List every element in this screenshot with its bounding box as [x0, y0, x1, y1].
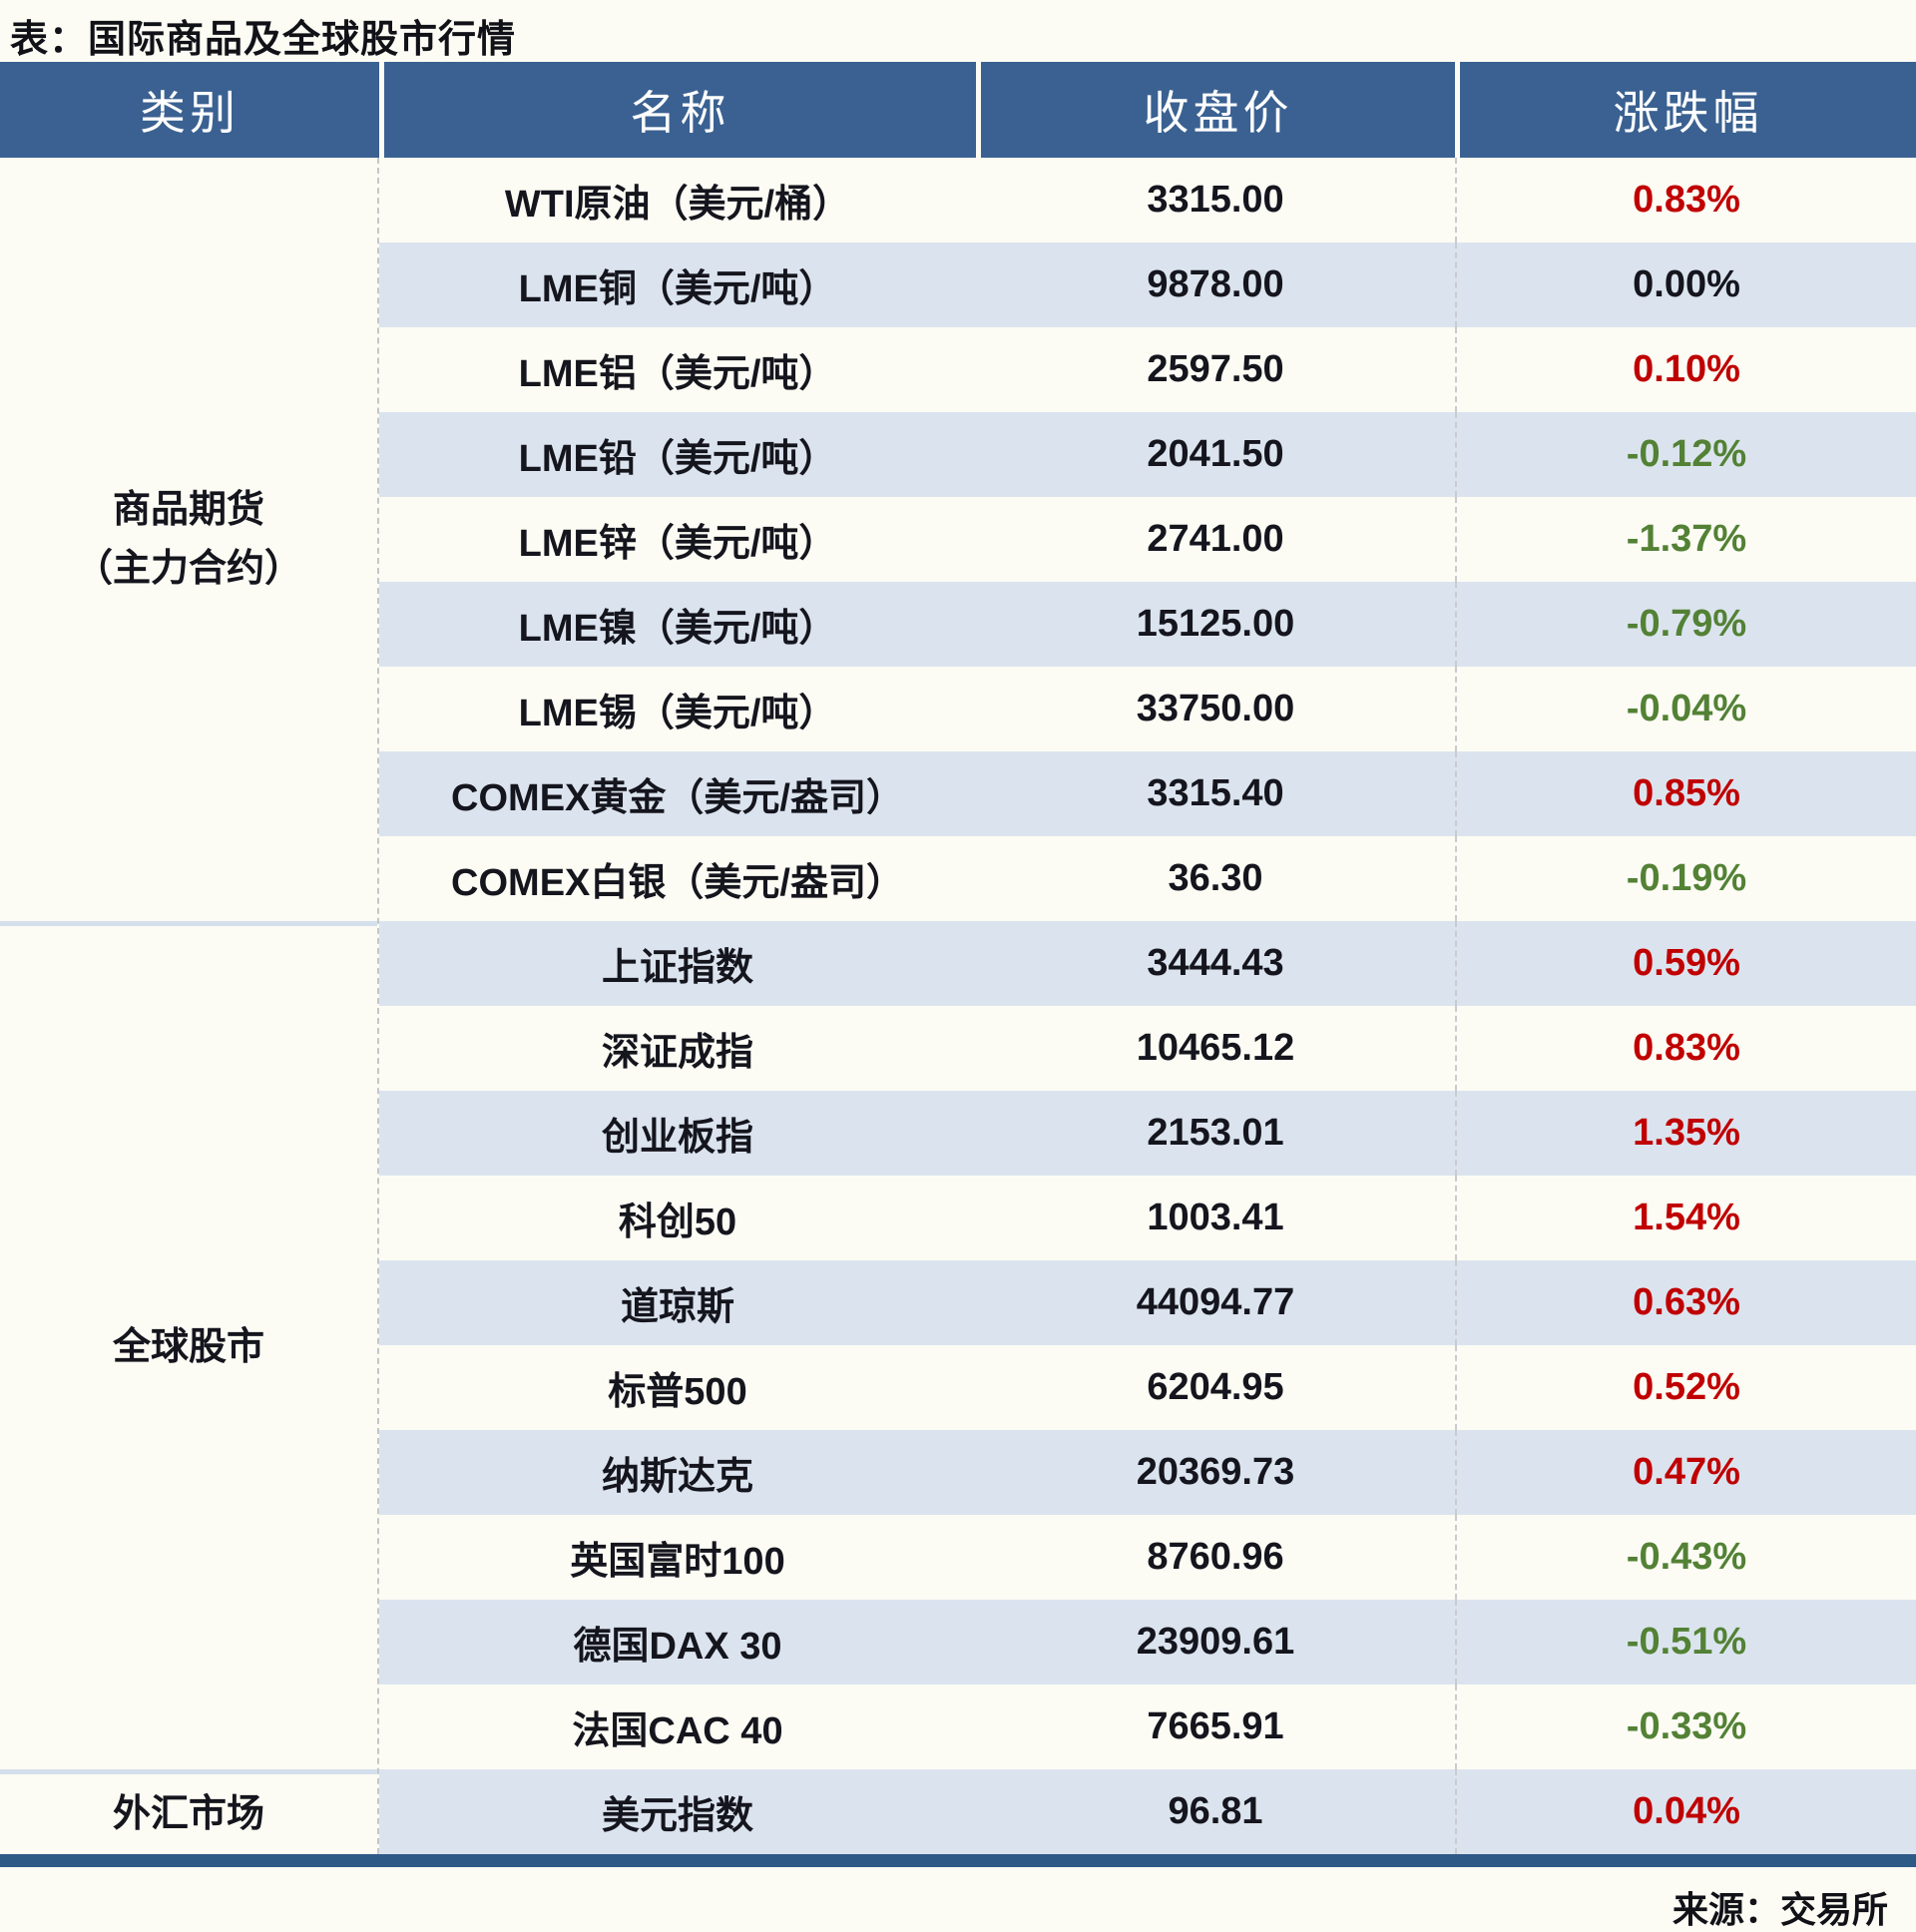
table-row: 深证成指 10465.12 0.83% — [379, 1006, 1916, 1091]
instrument-name: 深证成指 — [601, 1032, 753, 1074]
table-header: 类别 名称 收盘价 涨跌幅 — [0, 62, 1916, 158]
instrument-name: COMEX白银（美元/盎司） — [451, 862, 904, 904]
change-percent: 1.35% — [1455, 1091, 1916, 1176]
table-row: 创业板指 2153.01 1.35% — [379, 1091, 1916, 1176]
change-percent: 0.47% — [1455, 1430, 1916, 1515]
source-note: 来源：交易所 — [1672, 1889, 1888, 1930]
close-price: 9878.00 — [1147, 263, 1284, 305]
instrument-name: LME铜（美元/吨） — [518, 268, 837, 310]
table-row: LME铜（美元/吨） 9878.00 0.00% — [379, 242, 1916, 327]
header-category: 类别 — [140, 88, 240, 139]
change-percent: 0.04% — [1455, 1769, 1916, 1854]
category-label: （主力合约） — [74, 547, 302, 590]
table-row: COMEX黄金（美元/盎司） 3315.40 0.85% — [379, 751, 1916, 836]
close-price: 2153.01 — [1147, 1112, 1284, 1154]
change-percent: -0.79% — [1455, 582, 1916, 667]
close-price: 2741.00 — [1147, 518, 1284, 560]
instrument-name: 德国DAX 30 — [573, 1626, 782, 1668]
close-price: 3315.00 — [1147, 179, 1284, 221]
table-body: 商品期货 （主力合约） 全球股市外汇市场 WTI原油（美元/桶） 3315.00 0.8… — [0, 158, 1916, 1854]
page-title: 表：国际商品及全球股市行情 — [10, 19, 517, 61]
instrument-name: WTI原油（美元/桶） — [504, 184, 851, 226]
change-percent: -0.43% — [1455, 1515, 1916, 1600]
close-price: 2041.50 — [1147, 433, 1284, 475]
table-row: 科创50 1003.41 1.54% — [379, 1176, 1916, 1260]
category-label: 商品期货 — [112, 488, 264, 531]
close-price: 15125.00 — [1136, 603, 1295, 645]
table-bottom-border — [0, 1854, 1916, 1867]
close-price: 96.81 — [1168, 1790, 1263, 1832]
table-row: 英国富时100 8760.96 -0.43% — [379, 1515, 1916, 1600]
change-percent: 0.83% — [1455, 158, 1916, 242]
instrument-name: 创业板指 — [601, 1117, 753, 1159]
close-price: 3315.40 — [1147, 772, 1284, 814]
table-row: 法国CAC 40 7665.91 -0.33% — [379, 1685, 1916, 1769]
table-row: LME锌（美元/吨） 2741.00 -1.37% — [379, 497, 1916, 582]
change-percent: -1.37% — [1455, 497, 1916, 582]
instrument-name: LME锌（美元/吨） — [518, 523, 837, 565]
change-percent: -0.33% — [1455, 1685, 1916, 1769]
category-label: 外汇市场 — [112, 1792, 264, 1835]
change-percent: -0.51% — [1455, 1600, 1916, 1685]
table-row: LME锡（美元/吨） 33750.00 -0.04% — [379, 667, 1916, 751]
instrument-name: LME铅（美元/吨） — [518, 438, 837, 480]
instrument-name: 上证指数 — [601, 947, 753, 989]
instrument-name: 标普500 — [608, 1371, 747, 1413]
change-percent: 0.63% — [1455, 1260, 1916, 1345]
change-percent: 1.54% — [1455, 1176, 1916, 1260]
change-percent: 0.85% — [1455, 751, 1916, 836]
close-price: 36.30 — [1168, 857, 1263, 899]
change-percent: -0.12% — [1455, 412, 1916, 497]
change-percent: 0.52% — [1455, 1345, 1916, 1430]
category-column: 商品期货 （主力合约） 全球股市外汇市场 — [0, 158, 379, 1854]
category-cell: 商品期货 （主力合约） — [0, 158, 377, 921]
table-row: 美元指数 96.81 0.04% — [379, 1769, 1916, 1854]
change-percent: -0.04% — [1455, 667, 1916, 751]
instrument-name: LME铝（美元/吨） — [518, 353, 837, 395]
instrument-name: 英国富时100 — [570, 1541, 785, 1583]
category-cell: 外汇市场 — [0, 1769, 377, 1854]
instrument-name: 美元指数 — [601, 1795, 753, 1837]
close-price: 7665.91 — [1147, 1705, 1284, 1747]
instrument-name: 纳斯达克 — [601, 1456, 753, 1498]
header-name: 名称 — [379, 62, 976, 158]
change-percent: 0.83% — [1455, 1006, 1916, 1091]
table-row: COMEX白银（美元/盎司） 36.30 -0.19% — [379, 836, 1916, 921]
close-price: 44094.77 — [1136, 1281, 1295, 1323]
instrument-name: 科创50 — [618, 1202, 737, 1243]
close-price: 8760.96 — [1147, 1536, 1284, 1578]
category-label: 全球股市 — [112, 1326, 264, 1369]
header-close: 收盘价 — [976, 62, 1455, 158]
instrument-name: COMEX黄金（美元/盎司） — [451, 777, 904, 819]
instrument-name: 道琼斯 — [620, 1286, 734, 1328]
close-price: 10465.12 — [1136, 1027, 1295, 1069]
table-row: 标普500 6204.95 0.52% — [379, 1345, 1916, 1430]
change-percent: 0.10% — [1455, 327, 1916, 412]
table-row: 道琼斯 44094.77 0.63% — [379, 1260, 1916, 1345]
table-row: 德国DAX 30 23909.61 -0.51% — [379, 1600, 1916, 1685]
table-row: LME镍（美元/吨） 15125.00 -0.79% — [379, 582, 1916, 667]
rows-column: WTI原油（美元/桶） 3315.00 0.83% LME铜（美元/吨） 9878.00… — [379, 158, 1916, 1854]
instrument-name: LME镍（美元/吨） — [518, 608, 837, 650]
category-cell: 全球股市 — [0, 921, 377, 1769]
instrument-name: LME锡（美元/吨） — [518, 693, 837, 734]
close-price: 6204.95 — [1147, 1366, 1284, 1408]
close-price: 1003.41 — [1147, 1197, 1284, 1238]
table-row: 上证指数 3444.43 0.59% — [379, 921, 1916, 1006]
close-price: 20369.73 — [1136, 1451, 1295, 1493]
change-percent: 0.00% — [1455, 242, 1916, 327]
close-price: 3444.43 — [1147, 942, 1284, 984]
close-price: 2597.50 — [1147, 348, 1284, 390]
close-price: 33750.00 — [1136, 688, 1295, 729]
instrument-name: 法国CAC 40 — [572, 1710, 783, 1752]
close-price: 23909.61 — [1136, 1621, 1295, 1663]
table-row: 纳斯达克 20369.73 0.47% — [379, 1430, 1916, 1515]
change-percent: 0.59% — [1455, 921, 1916, 1006]
change-percent: -0.19% — [1455, 836, 1916, 921]
table-row: LME铝（美元/吨） 2597.50 0.10% — [379, 327, 1916, 412]
table-row: WTI原油（美元/桶） 3315.00 0.83% — [379, 158, 1916, 242]
header-change: 涨跌幅 — [1455, 62, 1916, 158]
table-row: LME铅（美元/吨） 2041.50 -0.12% — [379, 412, 1916, 497]
